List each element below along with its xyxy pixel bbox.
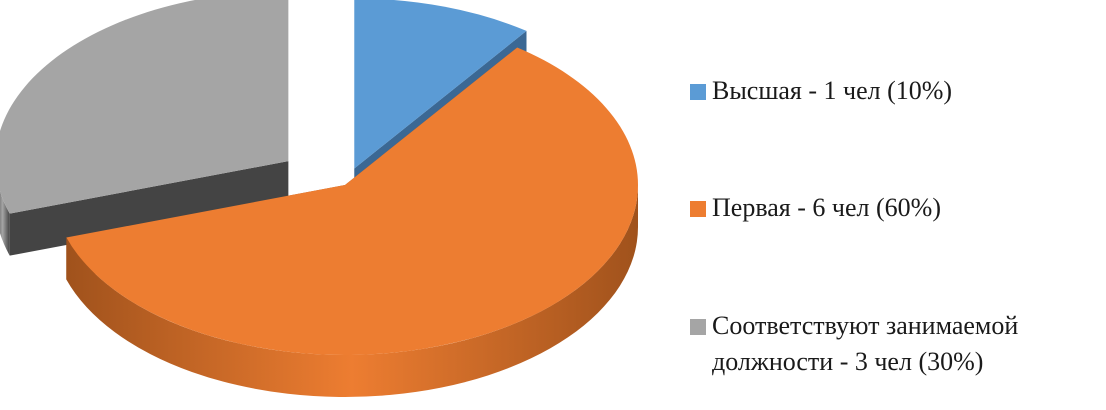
legend-label-sootvetstvuyut-line2: должности - 3 чел (30%) [712, 347, 984, 376]
legend-swatch-vysshaya [690, 84, 706, 100]
pie-chart [0, 0, 638, 397]
pie-slice-vysshaya [354, 0, 527, 169]
legend-swatch-pervaya [690, 201, 706, 217]
pie-slice-sootvetstvuyut [0, 0, 289, 214]
legend-item-sootvetstvuyut: Соответствуют занимаемой должности - 3 ч… [690, 308, 1018, 380]
legend-swatch-sootvetstvuyut [690, 319, 706, 335]
legend-label-sootvetstvuyut-wrap: Соответствуют занимаемой должности - 3 ч… [712, 308, 1018, 380]
pie-slice-pervaya [66, 47, 638, 356]
legend-label-vysshaya: Высшая - 1 чел (10%) [712, 76, 953, 105]
legend-label-sootvetstvuyut-line1: Соответствуют занимаемой [712, 311, 1019, 340]
legend-label-pervaya: Первая - 6 чел (60%) [712, 193, 941, 222]
legend-item-vysshaya: Высшая - 1 чел (10%) [690, 73, 952, 109]
pie-slice-outer-wall-pervaya [66, 185, 638, 397]
legend-item-pervaya: Первая - 6 чел (60%) [690, 190, 941, 226]
pie-slice-radial-side-sootvetstvuyut-0 [9, 161, 289, 256]
pie-slice-outer-wall-sootvetstvuyut [0, 191, 10, 256]
